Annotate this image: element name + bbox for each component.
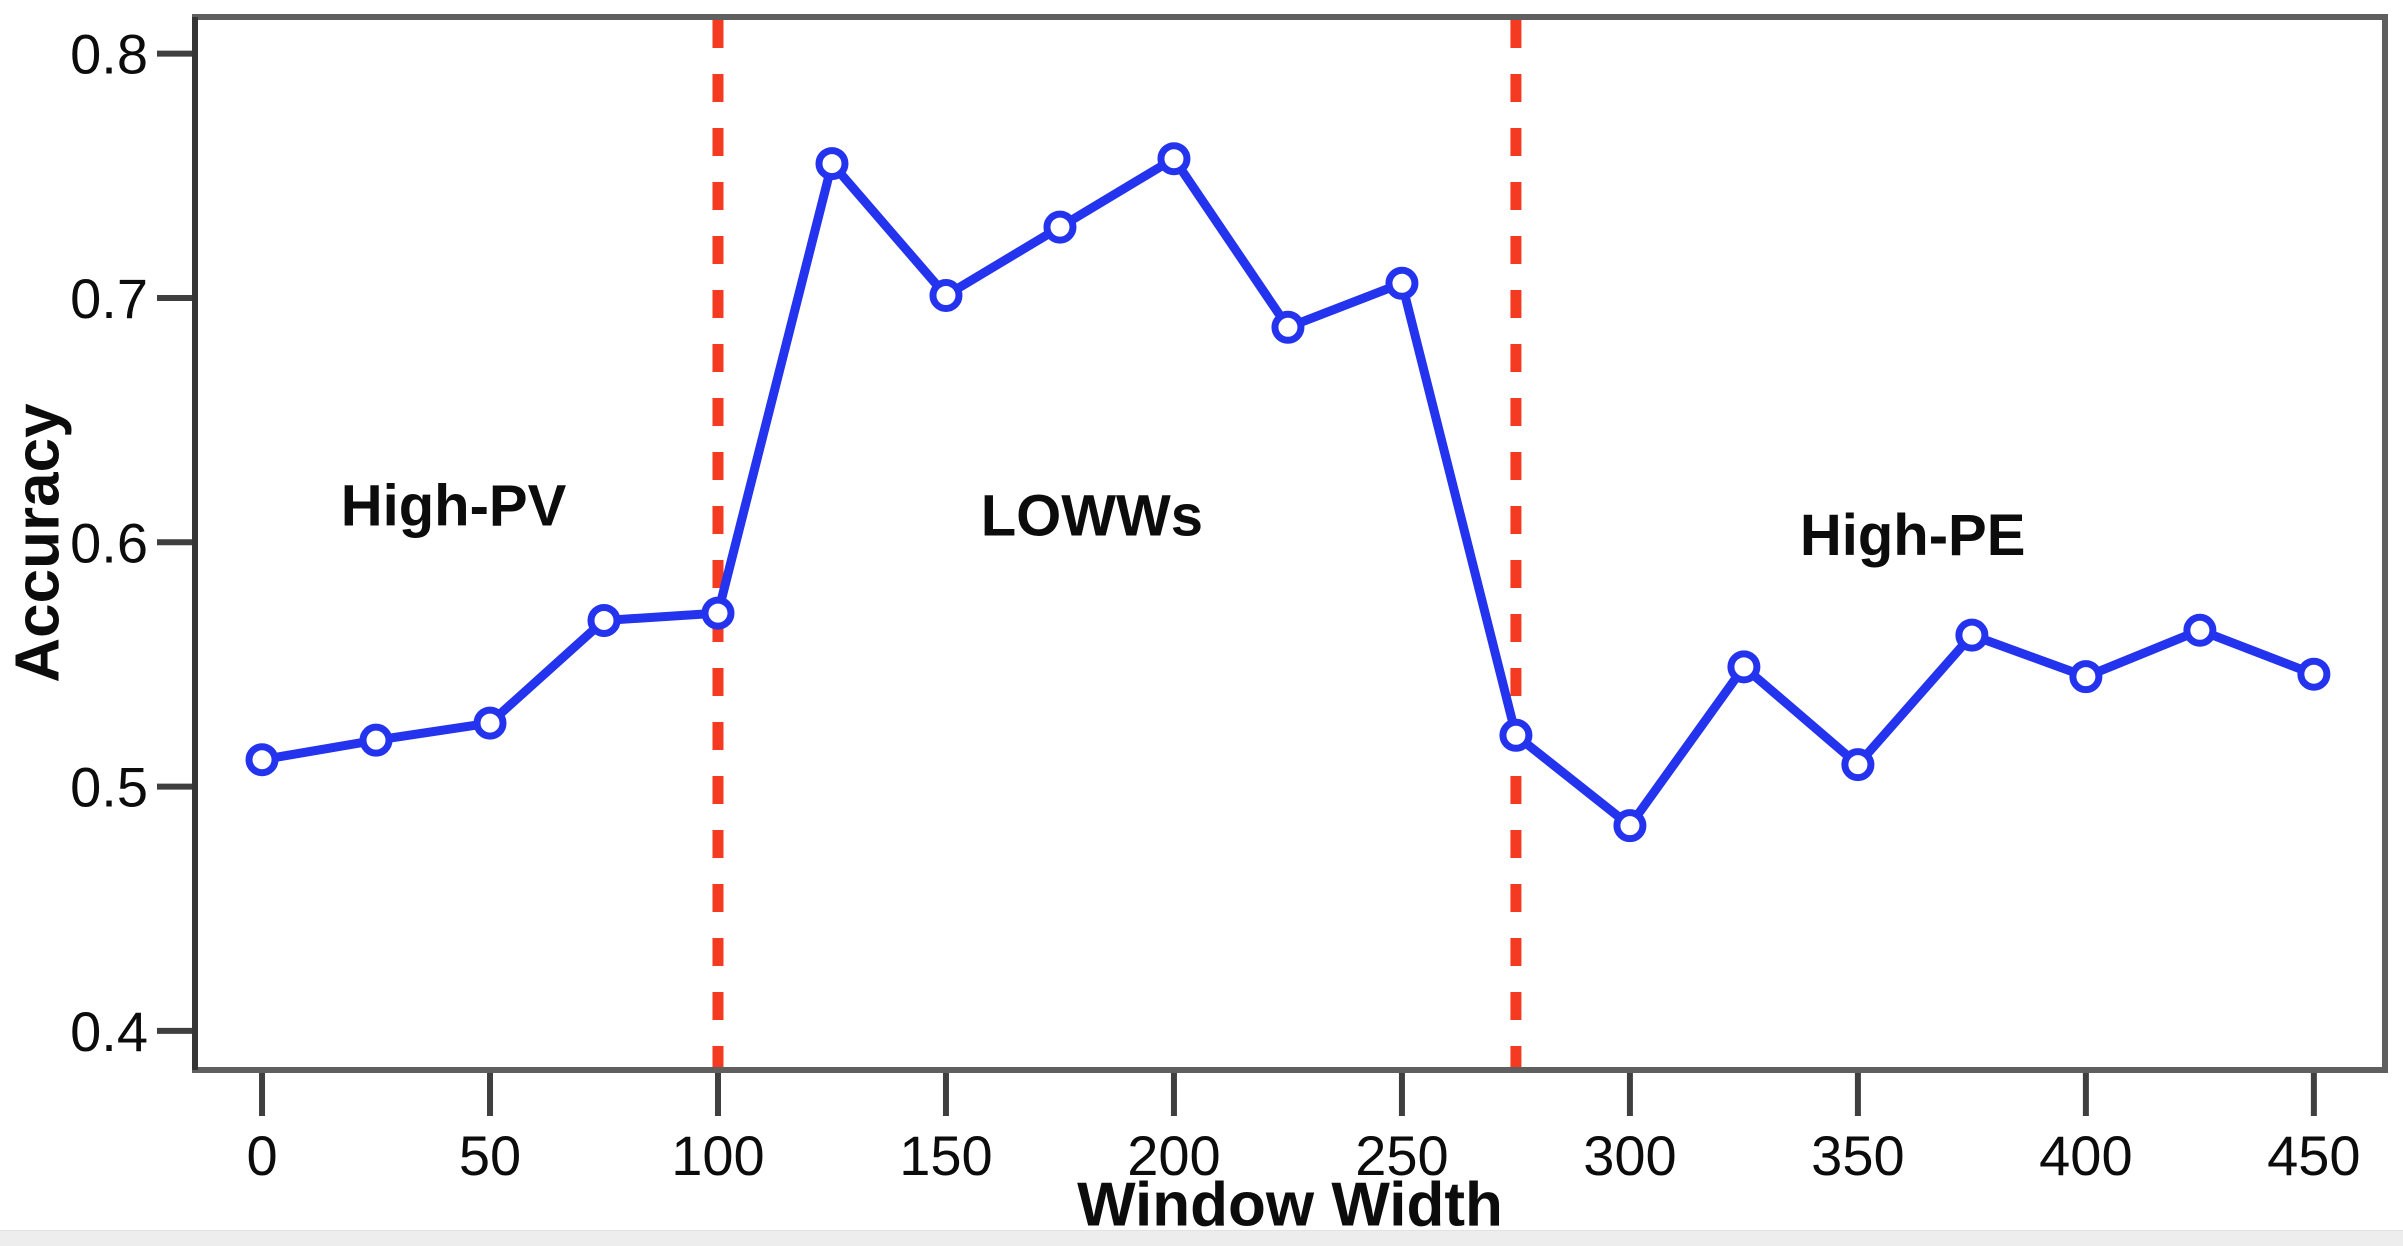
x-tick-label: 100 xyxy=(671,1124,764,1187)
x-tick-label: 400 xyxy=(2039,1124,2132,1187)
data-point-marker xyxy=(1385,266,1419,300)
plot-frame xyxy=(192,14,2388,1073)
y-tick-label: 0.6 xyxy=(70,511,148,574)
data-point-marker xyxy=(1841,748,1875,782)
x-tick-label: 0 xyxy=(246,1124,277,1187)
y-tick-label: 0.7 xyxy=(70,267,148,330)
data-point-marker xyxy=(1043,210,1077,244)
data-point-marker xyxy=(1157,142,1191,176)
y-tick-label: 0.4 xyxy=(70,1000,148,1063)
data-point-marker xyxy=(1499,718,1533,752)
y-axis-title: Accuracy xyxy=(3,403,73,683)
y-tick-label: 0.8 xyxy=(70,23,148,86)
x-axis-title: Window Width xyxy=(1077,1170,1503,1240)
accuracy-series-line xyxy=(257,154,2319,831)
x-tick-label: 150 xyxy=(899,1124,992,1187)
data-point-marker xyxy=(1613,809,1647,843)
data-point-marker xyxy=(701,596,735,630)
data-point-marker xyxy=(929,279,963,313)
data-point-marker xyxy=(587,603,621,637)
data-point-marker xyxy=(2183,613,2217,647)
x-tick-label: 350 xyxy=(1811,1124,1904,1187)
region-label-lowws: LOWWs xyxy=(981,483,1203,548)
data-point-marker xyxy=(815,147,849,181)
x-tick-label: 450 xyxy=(2267,1124,2360,1187)
bottom-edge-band xyxy=(0,1230,2403,1246)
x-tick-label: 250 xyxy=(1355,1124,1448,1187)
data-point-marker xyxy=(359,723,393,757)
data-point-marker xyxy=(473,706,507,740)
data-point-marker xyxy=(1727,650,1761,684)
data-point-marker xyxy=(2297,657,2331,691)
data-point-marker xyxy=(2069,660,2103,694)
region-label-high-pv: High-PV xyxy=(341,474,567,539)
x-tick-label: 300 xyxy=(1583,1124,1676,1187)
x-tick-label: 50 xyxy=(459,1124,521,1187)
data-point-marker xyxy=(245,743,279,777)
y-tick-label: 0.5 xyxy=(70,756,148,819)
data-point-marker xyxy=(1955,618,1989,652)
data-point-marker xyxy=(1271,310,1305,344)
x-tick-label: 200 xyxy=(1127,1124,1220,1187)
region-label-high-pe: High-PE xyxy=(1800,503,2026,568)
